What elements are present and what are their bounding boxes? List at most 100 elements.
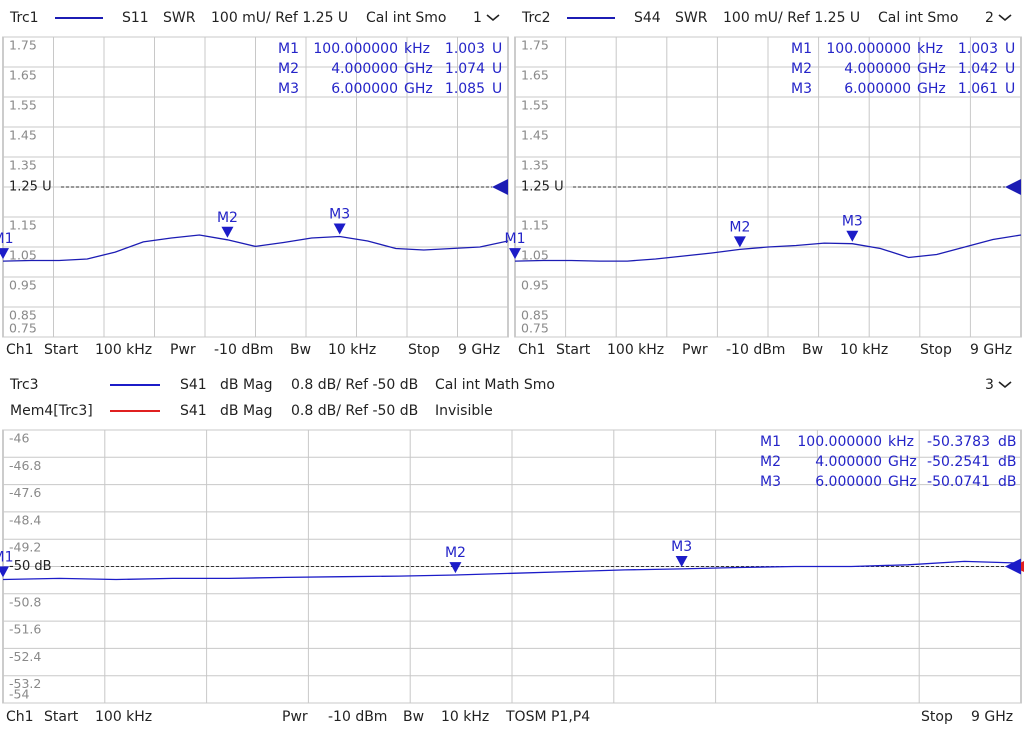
y-tick-label: -53.2 [9, 676, 41, 691]
marker-table-freq: 6.000000 [331, 81, 398, 97]
marker [733, 236, 746, 248]
y-tick-label: 1.25 U [9, 180, 52, 195]
trace-info: Cal int Math Smo [435, 377, 555, 393]
marker-label: M2 [729, 219, 750, 235]
marker [333, 223, 346, 235]
channel-info: Start [556, 342, 591, 358]
marker-table-freq: 6.000000 [815, 474, 882, 490]
channel-number[interactable]: 2 [985, 10, 994, 26]
marker-label: M2 [445, 545, 466, 561]
channel-info: 9 GHz [971, 709, 1013, 725]
channel-info: Bw [290, 342, 311, 358]
y-tick-label: 1.45 [9, 128, 37, 143]
marker-label: M3 [329, 207, 350, 223]
y-tick-label: -50.8 [9, 594, 41, 609]
marker-table-freq-unit: kHz [404, 41, 430, 57]
reference-arrow [492, 179, 508, 195]
marker [509, 248, 521, 260]
y-tick-label: 1.15 [9, 218, 37, 233]
marker-label: M3 [842, 214, 863, 230]
marker-table-label: M2 [760, 454, 781, 470]
channel-info: 100 kHz [607, 342, 664, 358]
trace-info: Invisible [435, 403, 493, 419]
marker-table-label: M3 [278, 81, 299, 97]
marker-table-unit: U [1005, 41, 1015, 57]
channel-info: 100 kHz [95, 342, 152, 358]
y-tick-label: 1.55 [521, 98, 549, 113]
marker-table-unit: dB [998, 434, 1017, 450]
marker [449, 562, 462, 574]
y-tick-label: 1.05 [521, 248, 549, 263]
marker-table-value: 1.003 [445, 41, 485, 57]
y-tick-label: 1.65 [521, 68, 549, 83]
y-tick-label: 0.75 [521, 321, 549, 336]
reference-arrow [1005, 179, 1021, 195]
marker-table-freq-unit: GHz [404, 61, 433, 77]
y-tick-label: 0.75 [9, 321, 37, 336]
channel-info: Pwr [170, 342, 196, 358]
channel-info: Bw [403, 709, 424, 725]
y-tick-label: 1.75 [521, 38, 549, 53]
marker-label: M1 [505, 231, 526, 247]
trace-line [3, 560, 1021, 581]
trace-format: dB Mag [220, 403, 273, 419]
marker [675, 556, 688, 568]
marker [221, 226, 234, 238]
marker-table-value: -50.2541 [927, 454, 990, 470]
marker-table-value: -50.3783 [927, 434, 990, 450]
y-tick-label: 1.55 [9, 98, 37, 113]
trace-name: Trc2 [521, 10, 551, 26]
marker-table-freq: 100.000000 [313, 41, 398, 57]
channel-number[interactable]: 1 [473, 10, 482, 26]
trace-name: Trc3 [9, 377, 39, 393]
channel-info: Start [44, 709, 79, 725]
channel-info: Stop [408, 342, 440, 358]
trace-param: S44 [634, 10, 661, 26]
channel-dropdown[interactable] [486, 14, 500, 22]
marker-table-freq-unit: kHz [917, 41, 943, 57]
marker-table-freq: 100.000000 [797, 434, 882, 450]
channel-dropdown[interactable] [998, 14, 1012, 22]
y-tick-label: -49.2 [9, 540, 41, 555]
y-tick-label: 1.65 [9, 68, 37, 83]
marker-label: M2 [217, 210, 238, 226]
marker-table-freq: 4.000000 [331, 61, 398, 77]
channel-dropdown[interactable] [998, 381, 1012, 389]
marker-label: M1 [0, 231, 14, 247]
y-tick-label: 1.35 [9, 158, 37, 173]
y-tick-label: 0.85 [9, 308, 37, 323]
marker-label: M1 [0, 549, 14, 565]
marker-table-unit: U [492, 81, 502, 97]
channel-info: 100 kHz [95, 709, 152, 725]
marker-table-unit: U [492, 61, 502, 77]
y-tick-label: -46.8 [9, 458, 41, 473]
y-tick-label: -50 dB [9, 559, 52, 574]
marker [0, 566, 9, 578]
marker [846, 230, 859, 242]
channel-info: -10 dBm [214, 342, 273, 358]
marker-table-unit: dB [998, 474, 1017, 490]
marker-table-freq-unit: GHz [888, 454, 917, 470]
marker-table-unit: dB [998, 454, 1017, 470]
marker-table-value: 1.061 [958, 81, 998, 97]
marker-table-value: 1.003 [958, 41, 998, 57]
channel-number[interactable]: 3 [985, 377, 994, 393]
trace-format: SWR [675, 10, 708, 26]
channel-info: 9 GHz [458, 342, 500, 358]
trace-format: dB Mag [220, 377, 273, 393]
marker-table-freq: 4.000000 [815, 454, 882, 470]
trace-info: Cal int Smo [878, 10, 959, 26]
y-tick-label: 1.45 [521, 128, 549, 143]
y-tick-label: 1.05 [9, 248, 37, 263]
trace-info: Cal int Smo [366, 10, 447, 26]
trace-name: Mem4[Trc3] [10, 403, 93, 419]
marker-table-freq: 100.000000 [826, 41, 911, 57]
trace-param: S41 [180, 403, 207, 419]
marker-table-label: M1 [760, 434, 781, 450]
trace-line [3, 234, 508, 262]
y-tick-label: 1.75 [9, 38, 37, 53]
marker-table-label: M1 [791, 41, 812, 57]
trace-format: SWR [163, 10, 196, 26]
y-tick-label: 0.95 [521, 278, 549, 293]
